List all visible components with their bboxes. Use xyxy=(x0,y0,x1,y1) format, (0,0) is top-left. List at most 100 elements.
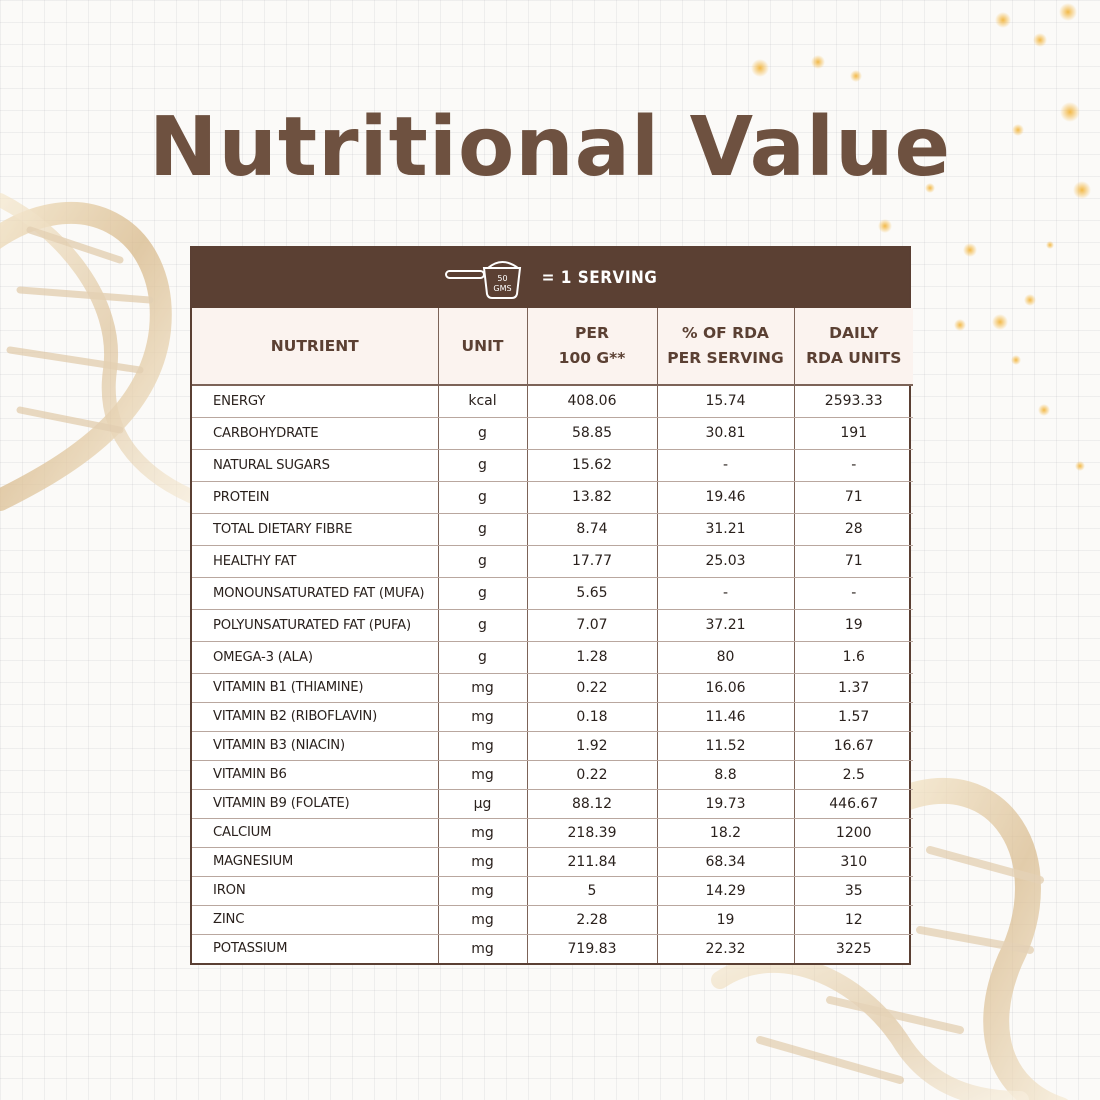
table-row: POTASSIUM mg 719.83 22.32 3225 xyxy=(192,934,913,963)
per-100g-cell: 5 xyxy=(527,876,658,906)
nutrient-cell: ENERGY xyxy=(192,385,439,418)
table-row: VITAMIN B1 (THIAMINE) mg 0.22 16.06 1.37 xyxy=(192,673,913,703)
rda-percent-cell: 37.21 xyxy=(657,609,795,642)
unit-cell: g xyxy=(438,513,528,546)
rda-percent-cell: 11.52 xyxy=(657,731,795,761)
nutrient-cell: TOTAL DIETARY FIBRE xyxy=(192,513,439,546)
table-row: VITAMIN B2 (RIBOFLAVIN) mg 0.18 11.46 1.57 xyxy=(192,702,913,732)
rda-percent-cell: 14.29 xyxy=(657,876,795,906)
unit-cell: g xyxy=(438,609,528,642)
daily-rda-cell: 446.67 xyxy=(794,789,913,819)
rda-percent-cell: 18.2 xyxy=(657,818,795,848)
per-100g-cell: 88.12 xyxy=(527,789,658,819)
unit-cell: g xyxy=(438,577,528,610)
table-row: TOTAL DIETARY FIBRE g 8.74 31.21 28 xyxy=(192,513,913,546)
daily-rda-cell: - xyxy=(794,449,913,482)
nutrient-cell: POLYUNSATURATED FAT (PUFA) xyxy=(192,609,439,642)
table-row: IRON mg 5 14.29 35 xyxy=(192,876,913,906)
rda-percent-cell: 30.81 xyxy=(657,417,795,450)
daily-rda-cell: 1.57 xyxy=(794,702,913,732)
unit-cell: mg xyxy=(438,731,528,761)
nutrient-cell: VITAMIN B9 (FOLATE) xyxy=(192,789,439,819)
per-100g-cell: 5.65 xyxy=(527,577,658,610)
unit-cell: mg xyxy=(438,876,528,906)
nutrient-cell: HEALTHY FAT xyxy=(192,545,439,578)
daily-rda-cell: 3225 xyxy=(835,940,872,957)
header-nutrient: NUTRIENT xyxy=(192,308,439,386)
gold-sparkles xyxy=(751,3,1091,471)
daily-rda-cell: 16.67 xyxy=(794,731,913,761)
table-row: CARBOHYDRATE g 58.85 30.81 191 xyxy=(192,417,913,450)
table-header-row: NUTRIENT UNIT PER 100 G** % OF RDA PER SER… xyxy=(192,308,913,386)
daily-rda-cell: 310 xyxy=(794,847,913,877)
per-100g-cell: 58.85 xyxy=(527,417,658,450)
table-row: NATURAL SUGARS g 15.62- - xyxy=(192,449,913,482)
per-100g-cell: 7.07 xyxy=(527,609,658,642)
per-100g-cell: 0.22 xyxy=(527,760,658,790)
daily-rda-cell: 71 xyxy=(794,545,913,578)
header-rda-line2: PER SERVING xyxy=(667,349,784,367)
scoop-label-number: 50 xyxy=(497,274,507,283)
nutrient-cell: VITAMIN B3 (NIACIN) xyxy=(192,731,439,761)
rda-percent-cell: 19.46 xyxy=(657,481,795,514)
table-row: PROTEIN g 13.82 19.46 71 xyxy=(192,481,913,514)
per-100g-cell: 218.39 xyxy=(527,818,658,848)
nutrient-cell: NATURAL SUGARS xyxy=(192,449,439,482)
per-100g-cell: 0.22 xyxy=(527,673,658,703)
per-100g-cell: 0.18 xyxy=(527,702,658,732)
per-100g-cell: 408.06 xyxy=(527,385,658,418)
nutrient-cell: OMEGA-3 (ALA) xyxy=(192,641,439,674)
unit-cell: kcal xyxy=(438,385,528,418)
unit-cell: g xyxy=(438,545,528,578)
table-row: POLYUNSATURATED FAT (PUFA) g 7.07 37.21 19 xyxy=(192,609,913,642)
nutrient-cell: CALCIUM xyxy=(192,818,439,848)
unit-cell: mg xyxy=(438,702,528,732)
unit-cell: mg xyxy=(438,905,528,935)
per-100g-cell: 719.83 xyxy=(527,934,658,963)
per-100g-cell: 1.28 xyxy=(527,641,658,674)
serving-bar: 50 GMS = 1 SERVING xyxy=(192,248,909,308)
table-row: VITAMIN B3 (NIACIN) mg 1.92 11.52 16.67 xyxy=(192,731,913,761)
per-100g-cell: 17.77 xyxy=(527,545,658,578)
daily-rda-cell: 28 xyxy=(794,513,913,546)
daily-rda-cell: - xyxy=(794,577,913,610)
nutrition-table: NUTRIENT UNIT PER 100 G** % OF RDA PER SER… xyxy=(192,308,913,963)
measuring-scoop-icon: 50 GMS xyxy=(444,261,521,299)
per-100g-cell: 15.62 xyxy=(527,449,658,482)
per-100g-cell: 2.28 xyxy=(527,905,658,935)
unit-cell: g xyxy=(438,641,528,674)
nutrient-cell: VITAMIN B2 (RIBOFLAVIN) xyxy=(192,702,439,732)
header-rda-percent: % OF RDA PER SERVING xyxy=(657,308,795,386)
rda-percent-cell: 19 xyxy=(657,905,795,935)
per-100g-cell: 1.92 xyxy=(527,731,658,761)
serving-text: = 1 SERVING xyxy=(541,268,658,288)
rda-percent-cell: 15.74 xyxy=(657,385,795,418)
daily-rda-cell: 1.37 xyxy=(794,673,913,703)
header-rda-line1: % OF RDA xyxy=(682,324,769,342)
daily-rda-cell: 71 xyxy=(794,481,913,514)
table-row: MAGNESIUM mg 211.84 68.34 310 xyxy=(192,847,913,877)
rda-percent-cell: - xyxy=(657,577,795,610)
nutrient-cell: CARBOHYDRATE xyxy=(192,417,439,450)
rda-percent-cell: 16.06 xyxy=(657,673,795,703)
per-100g-cell: 8.74 xyxy=(527,513,658,546)
unit-cell: µg xyxy=(438,789,528,819)
unit-cell: g xyxy=(438,417,528,450)
daily-rda-cell: 35 xyxy=(794,876,913,906)
nutrient-cell: VITAMIN B6 xyxy=(192,760,439,790)
unit-cell: mg xyxy=(438,673,528,703)
per-100g-cell: 13.82 xyxy=(527,481,658,514)
header-per-100g-line1: PER xyxy=(575,324,609,342)
rda-percent-cell: 80 xyxy=(657,641,795,674)
header-per-100g-line2: 100 G** xyxy=(558,349,626,367)
rda-percent-cell: 22.32 xyxy=(657,934,795,963)
daily-rda-cell: 12 xyxy=(794,905,913,935)
daily-rda-cell: 19 xyxy=(794,609,913,642)
table-row: ZINC mg 2.28 19 12 xyxy=(192,905,913,935)
unit-cell: g xyxy=(438,449,528,482)
unit-cell: mg xyxy=(438,934,528,963)
rda-percent-cell: 8.8 xyxy=(657,760,795,790)
header-daily-line2: RDA UNITS xyxy=(806,349,902,367)
unit-cell: mg xyxy=(438,760,528,790)
nutrient-cell: PROTEIN xyxy=(192,481,439,514)
